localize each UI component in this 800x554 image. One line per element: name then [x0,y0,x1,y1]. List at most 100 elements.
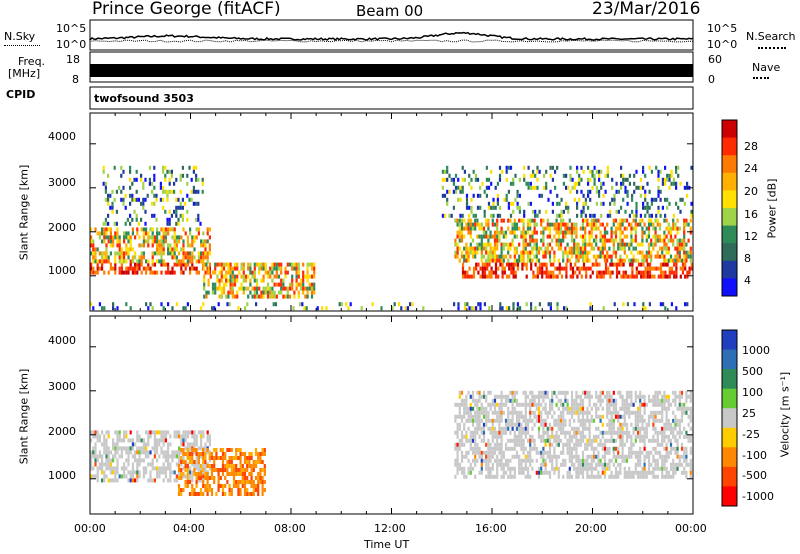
echo-cell [589,274,592,279]
echo-cell [217,488,220,492]
echo-cell [536,165,539,170]
echo-cell [145,442,148,447]
echo-cell [645,450,648,455]
echo-cell [191,251,194,256]
echo-cell [590,462,593,467]
echo-cell [564,442,567,447]
echo-cell [524,230,527,235]
echo-cell [114,442,117,447]
echo-cell [98,454,101,459]
echo-cell [180,448,183,452]
echo-cell [548,450,552,455]
echo-cell [630,454,633,459]
echo-cell [291,274,294,279]
echo-cell [243,452,247,456]
echo-cell [129,259,132,264]
echo-cell [515,250,519,255]
echo-cell [225,274,228,279]
echo-cell [493,242,497,247]
echo-cell [570,250,574,255]
echo-cell [514,262,517,267]
echo-cell [116,442,119,447]
echo-cell [577,426,580,431]
echo-cell [648,262,652,267]
echo-cell [467,250,470,255]
echo-cell [454,402,457,407]
echo-cell [105,446,108,451]
echo-cell [162,231,165,236]
echo-cell [202,452,205,456]
echo-cell [227,266,230,271]
echo-cell [533,254,536,259]
echo-cell [213,468,216,472]
echo-cell [657,169,660,174]
echo-cell [558,266,561,271]
echo-cell [520,430,523,435]
echo-cell [568,410,571,415]
echo-cell [674,390,677,395]
echo-cell [664,306,667,311]
echo-cell [568,454,571,459]
echo-cell [573,426,576,431]
echo-cell [588,222,591,227]
echo-cell [478,470,481,475]
echo-cell [502,410,505,415]
echo-cell [441,169,444,174]
echo-cell [504,430,508,435]
echo-cell [501,266,504,271]
echo-cell [581,434,585,439]
echo-cell [544,250,547,255]
echo-cell [559,450,563,455]
echo-cell [641,438,644,443]
echo-cell [604,262,608,267]
echo-cell [98,434,101,439]
echo-cell [518,438,521,443]
echo-cell [480,250,483,255]
echo-cell [280,262,283,267]
echo-cell [610,230,613,235]
echo-cell [133,197,136,202]
echo-cell [491,422,494,427]
echo-cell [456,222,459,227]
echo-cell [486,262,489,267]
echo-cell [158,438,161,443]
echo-cell [520,462,523,467]
echo-cell [608,462,611,467]
echo-cell [227,278,230,283]
echo-cell [613,197,616,202]
echo-cell [159,197,162,202]
echo-cell [469,442,472,447]
echo-cell [575,450,578,455]
echo-cell [131,442,134,447]
echo-cell [127,446,130,451]
echo-cell [138,458,141,463]
echo-cell [545,181,548,186]
echo-cell [586,394,589,399]
echo-cell [145,430,148,435]
echo-cell [240,274,243,279]
echo-cell [184,438,187,443]
echo-cell [220,278,223,283]
echo-cell [202,243,205,248]
echo-cell [679,266,682,271]
echo-cell [663,230,666,235]
echo-cell [619,394,622,399]
echo-cell [634,466,637,471]
echo-cell [658,226,662,231]
echo-cell [524,238,527,243]
echo-cell [460,254,464,259]
echo-cell [544,438,547,443]
echo-cell [186,476,189,480]
echo-cell [160,227,163,232]
echo-cell [127,438,130,443]
echo-cell [659,262,663,267]
echo-cell [673,270,676,275]
echo-cell [511,242,514,247]
echo-cell [476,442,479,447]
echo-cell [202,259,205,264]
echo-cell [144,209,147,214]
echo-cell [206,492,209,496]
echo-cell [480,438,483,443]
echo-cell [177,464,181,468]
echo-cell [619,226,622,231]
